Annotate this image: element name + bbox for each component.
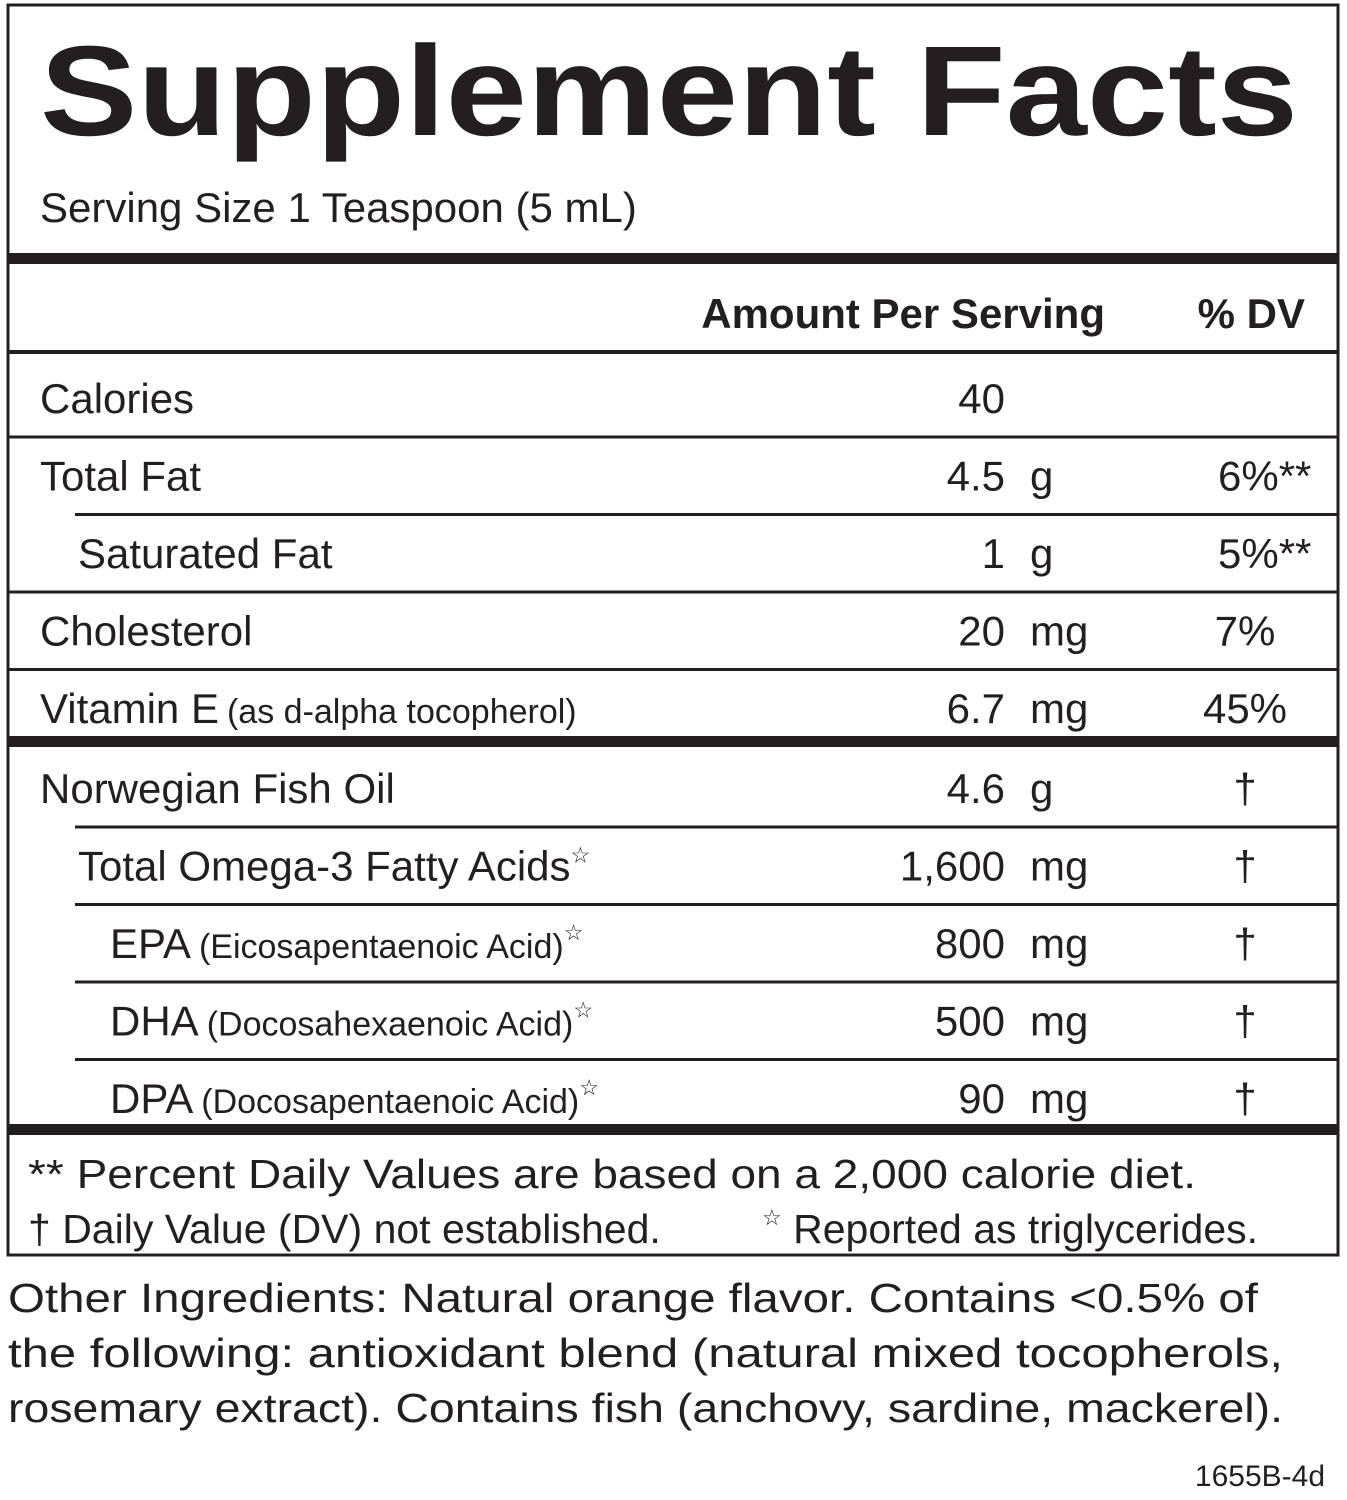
- amount-header: Amount Per Serving: [701, 290, 1105, 337]
- row-label: Calories: [40, 375, 194, 422]
- amount: 90: [958, 1075, 1005, 1122]
- daily-value: 6%**: [1218, 453, 1311, 500]
- amount: 6.7: [947, 685, 1005, 732]
- nutrient-note: (Docosapentaenoic Acid): [201, 1083, 579, 1121]
- ingredients-line: Other Ingredients: Natural orange flavor…: [8, 1275, 1259, 1321]
- star-note: Reported as triglycerides.: [793, 1206, 1258, 1252]
- nutrient-name: Total Omega-3 Fatty Acids: [78, 843, 571, 890]
- thick-rule: [8, 253, 1338, 264]
- serving-size: Serving Size 1 Teaspoon (5 mL): [40, 184, 637, 231]
- row-label: Total Omega-3 Fatty Acids☆: [78, 843, 590, 890]
- nutrient-name: Cholesterol: [40, 608, 252, 655]
- row-label: EPA (Eicosapentaenoic Acid)☆: [110, 920, 583, 967]
- amount: 4.6: [947, 765, 1005, 812]
- ingredients-line: rosemary extract). Contains fish (anchov…: [8, 1385, 1283, 1431]
- daily-value: 7%: [1215, 608, 1276, 655]
- row-label: Cholesterol: [40, 608, 252, 655]
- nutrient-note: (Docosahexaenoic Acid): [207, 1006, 574, 1044]
- unit: g: [1030, 765, 1053, 812]
- daily-value: †: [1233, 920, 1256, 967]
- label-border: [6, 3, 1340, 1257]
- nutrient-name: Vitamin E: [40, 685, 219, 732]
- amount: 500: [935, 998, 1005, 1045]
- row-divider: [75, 1058, 1338, 1061]
- unit: g: [1030, 453, 1053, 500]
- star-symbol: ☆: [571, 843, 591, 868]
- unit: mg: [1030, 920, 1088, 967]
- nutrient-note: (as d-alpha tocopherol): [227, 693, 577, 731]
- nutrient-name: Total Fat: [40, 453, 201, 500]
- thick-rule: [8, 736, 1338, 747]
- row-divider: [8, 590, 1338, 594]
- rule: [8, 350, 1338, 354]
- row-divider: [75, 903, 1338, 906]
- star-symbol: ☆: [762, 1205, 782, 1230]
- nutrient-name: Calories: [40, 375, 194, 422]
- footnote: † Daily Value (DV) not established. ☆ Re…: [28, 1188, 1258, 1252]
- product-code: 1655B-4d: [1195, 1460, 1325, 1493]
- daily-value: 45%: [1203, 685, 1287, 732]
- title: Supplement Facts: [40, 20, 1298, 163]
- row-divider: [8, 668, 1338, 671]
- row-divider: [75, 825, 1338, 829]
- row-label: Norwegian Fish Oil: [40, 765, 395, 812]
- unit: mg: [1030, 1075, 1088, 1122]
- row-label: Total Fat: [40, 453, 201, 500]
- row-label: DHA (Docosahexaenoic Acid)☆: [110, 998, 593, 1045]
- nutrient-name: DPA: [110, 1075, 193, 1122]
- nutrient-note: (Eicosapentaenoic Acid): [199, 928, 564, 966]
- row-label: Saturated Fat: [78, 530, 333, 577]
- nutrient-name: Norwegian Fish Oil: [40, 765, 395, 812]
- row-divider: [75, 513, 1338, 516]
- daily-value: †: [1233, 843, 1256, 890]
- ingredients-line: the following: antioxidant blend (natura…: [8, 1330, 1283, 1376]
- daily-value: †: [1233, 998, 1256, 1045]
- amount: 4.5: [947, 453, 1005, 500]
- unit: mg: [1030, 608, 1088, 655]
- dv-header: % DV: [1198, 290, 1305, 337]
- daily-value: 5%**: [1218, 530, 1311, 577]
- amount: 20: [958, 608, 1005, 655]
- star-symbol: ☆: [564, 920, 584, 945]
- unit: mg: [1030, 843, 1088, 890]
- nutrient-name: DHA: [110, 998, 199, 1045]
- amount: 1,600: [900, 843, 1005, 890]
- footnote: ** Percent Daily Values are based on a 2…: [28, 1151, 1196, 1197]
- table-rows: Calories 40 Total Fat 4.5 g 6%** Saturated Fat…: [8, 375, 1338, 1122]
- daily-value: †: [1233, 765, 1256, 812]
- row-divider: [75, 980, 1338, 984]
- footnote-text: † Daily Value (DV) not established.: [28, 1206, 661, 1252]
- thick-rule: [8, 1124, 1338, 1135]
- star-symbol: ☆: [573, 998, 593, 1023]
- daily-value: †: [1233, 1075, 1256, 1122]
- unit: mg: [1030, 685, 1088, 732]
- nutrient-name: EPA: [110, 920, 191, 967]
- star-symbol: ☆: [579, 1075, 599, 1100]
- amount: 40: [958, 375, 1005, 422]
- row-divider: [8, 435, 1338, 439]
- nutrient-name: Saturated Fat: [78, 530, 333, 577]
- amount: 1: [982, 530, 1005, 577]
- unit: g: [1030, 530, 1053, 577]
- unit: mg: [1030, 998, 1088, 1045]
- amount: 800: [935, 920, 1005, 967]
- row-label: DPA (Docosapentaenoic Acid)☆: [110, 1075, 599, 1122]
- row-label: Vitamin E (as d-alpha tocopherol): [40, 685, 577, 732]
